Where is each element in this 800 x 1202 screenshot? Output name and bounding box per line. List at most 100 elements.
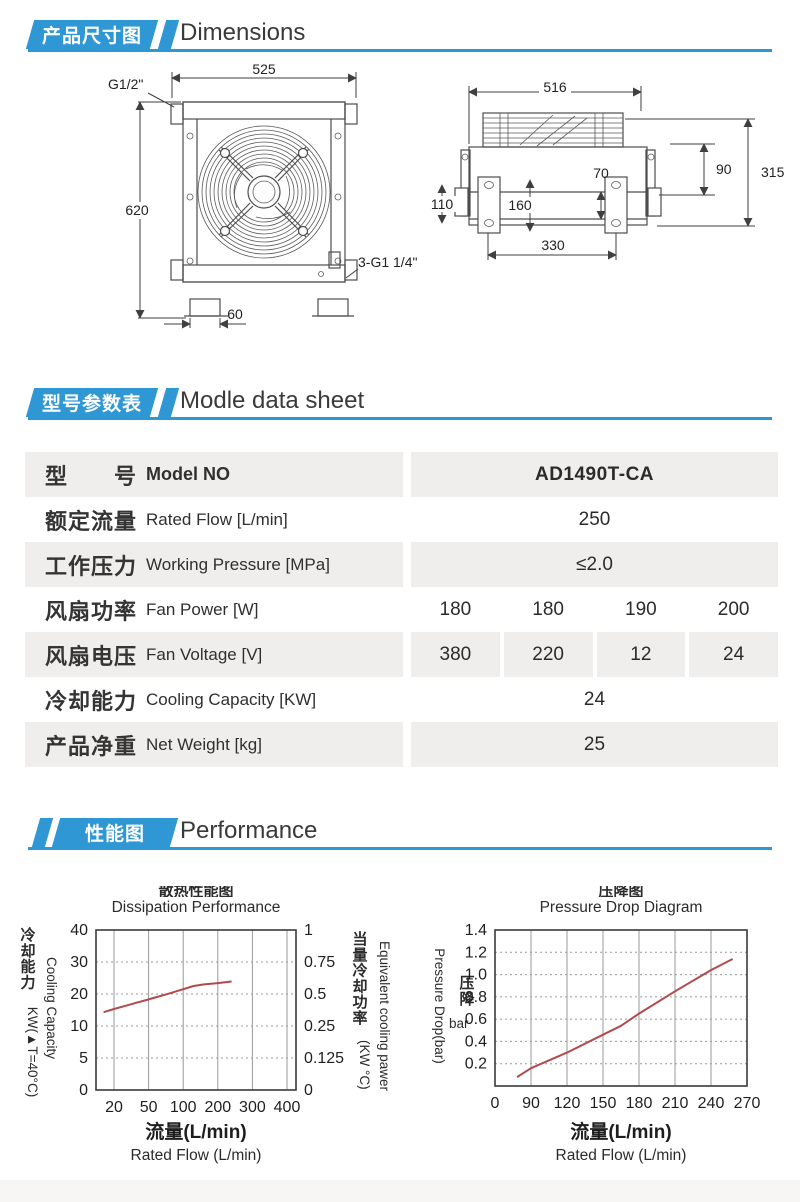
table-row-model: 型 号 Model NO AD1490T-CA: [25, 452, 778, 497]
x-tick-label: 150: [590, 1095, 617, 1112]
chart-title-en: Pressure Drop Diagram: [540, 899, 703, 916]
table-row-net-weight: 产品净重 Net Weight [kg] 25: [25, 722, 778, 767]
row-label-en: Model NO: [146, 464, 231, 484]
plot-frame: [494, 929, 748, 1087]
mount-plate-left: [477, 176, 501, 234]
side-dimensions: 516 315 90 70 160 110 330: [428, 79, 785, 260]
fan-guard: [197, 125, 331, 259]
rated-flow-value: 250: [578, 508, 611, 530]
dim-160: 160: [508, 197, 532, 213]
pressure-drop-chart: 压降图 Pressure Drop Diagram Pressure Drop(…: [432, 886, 761, 1164]
table-row-fan-power: 风扇功率 Fan Power [W] 180 180 190 200: [25, 587, 778, 632]
dim-height-315: 315: [761, 164, 785, 180]
row-label-en: Net Weight [kg]: [146, 734, 262, 754]
fan-voltage-value: 12: [596, 632, 686, 677]
section-tag-cn: 性能图: [51, 818, 179, 847]
y2-tick-label: 0.75: [304, 954, 335, 971]
side-body: [454, 112, 662, 234]
table-row-working-pressure: 工作压力 Working Pressure [MPa] ≤2.0: [25, 542, 778, 587]
y-tick-label: 0.4: [465, 1033, 487, 1050]
mount-plate-right: [604, 176, 628, 234]
x-axis-label-cn: 流量(L/min): [570, 1120, 671, 1143]
x-tick-label: 20: [105, 1099, 123, 1116]
y-axis-label-cn: 压降: [459, 975, 475, 1008]
cooler-body: [170, 101, 358, 283]
dim-foot-60: 60: [227, 306, 243, 322]
y-tick-label: 20: [70, 986, 88, 1003]
x-tick-label: 210: [662, 1095, 689, 1112]
y-axis-label-cn: 冷却能力: [20, 926, 35, 991]
x-tick-label: 120: [554, 1095, 581, 1112]
y-axis-label-sub: KW(▲T=40°C): [25, 1007, 40, 1097]
row-label-cn: 型 号: [45, 463, 138, 489]
cooling-capacity-value: 24: [583, 688, 606, 710]
x-tick-label: 300: [239, 1099, 266, 1116]
y-tick-label: 1.2: [465, 944, 487, 961]
dim-span-330: 330: [541, 237, 565, 253]
dim-width-516: 516: [543, 79, 567, 95]
dim-90: 90: [716, 161, 732, 177]
x-tick-label: 90: [522, 1095, 540, 1112]
dissipation-performance-chart: 散热性能图 Dissipation Performance 冷却能力 KW(▲T…: [20, 882, 392, 1164]
fan-power-value: 180: [439, 598, 472, 620]
table-row-cooling-capacity: 冷却能力 Cooling Capacity [KW] 24: [25, 677, 778, 722]
y2-tick-label: 0.125: [304, 1050, 344, 1067]
dim-70: 70: [593, 165, 609, 181]
header-underline: [28, 417, 772, 420]
footer-strip: [0, 1180, 800, 1202]
y-tick-label: 1.4: [465, 922, 487, 939]
row-label-cn: 额定流量: [45, 508, 138, 534]
row-label-cn: 产品净重: [45, 733, 138, 759]
section-header-dimensions: 产品尺寸图 Dimensions: [25, 19, 772, 52]
chart-title-en: Dissipation Performance: [112, 899, 281, 916]
front-view-drawing: 525 620 G1/2" 3-G1 1/4" 60: [108, 62, 417, 329]
tag-label: 产品尺寸图: [41, 26, 142, 47]
pressure-drop-curve: [516, 958, 734, 1078]
x-tick-label: 180: [626, 1095, 653, 1112]
chart-title-cn: 散热性能图: [158, 882, 233, 900]
plot-frame: [95, 929, 297, 1091]
fan-voltage-value: 24: [689, 632, 778, 677]
net-weight-value: 25: [411, 722, 778, 767]
x-tick-label: 0: [491, 1095, 500, 1112]
y-tick-label: 0.6: [465, 1011, 487, 1028]
section-tag-cn: 产品尺寸图: [25, 20, 159, 49]
dim-width-525: 525: [252, 62, 276, 77]
header-underline: [28, 49, 772, 52]
y-tick-label: 0.8: [465, 989, 487, 1006]
fan-power-value: 200: [717, 598, 750, 620]
y-tick-label: 5: [79, 1050, 88, 1067]
y-tick-label: 1.0: [465, 967, 487, 984]
section-title-en: Performance: [180, 817, 318, 844]
x-tick-label: 240: [698, 1095, 725, 1112]
plot-area: 0 90 120 150 180 210 240 270 0.2 0.4 0.6 0.8 1.0 1.2 1…: [465, 922, 761, 1112]
model-number: AD1490T-CA: [411, 452, 778, 497]
dim-port-side: 3-G1 1/4": [358, 254, 417, 270]
row-label-cn: 工作压力: [45, 553, 138, 579]
x-tick-label: 200: [204, 1099, 231, 1116]
y2-axis-label-cn: 当量冷却功率: [352, 930, 367, 1027]
row-label-en: Rated Flow [L/min]: [146, 509, 288, 529]
row-label-en: Working Pressure [MPa]: [146, 554, 330, 574]
y-axis-label-unit: bar: [449, 1016, 469, 1031]
row-label-cn: 冷却能力: [45, 688, 138, 714]
fan-power-value: 180: [532, 598, 564, 620]
section-title-en: Dimensions: [180, 19, 306, 46]
row-label-en: Cooling Capacity [KW]: [146, 689, 317, 709]
section-tag-cn: 型号参数表: [25, 388, 159, 417]
row-label-cn: 风扇电压: [45, 643, 138, 669]
table-row-rated-flow: 额定流量 Rated Flow [L/min] 250: [25, 497, 778, 542]
section-title-en: Modle data sheet: [180, 387, 365, 414]
tag-sliver: [157, 388, 180, 417]
model-data-table: 型 号 Model NO AD1490T-CA 额定流量 Rated Flow …: [25, 452, 778, 767]
y-tick-label: 0: [79, 1082, 88, 1099]
x-tick-label: 270: [734, 1095, 761, 1112]
row-label-en: Fan Voltage [V]: [146, 644, 263, 664]
fan-voltage-value: 380: [411, 632, 500, 677]
tag-label: 型号参数表: [41, 394, 142, 415]
feet: [184, 298, 354, 317]
y-tick-label: 0.2: [465, 1056, 487, 1073]
working-pressure-value: ≤2.0: [411, 542, 778, 587]
x-axis-label-cn: 流量(L/min): [145, 1120, 246, 1143]
